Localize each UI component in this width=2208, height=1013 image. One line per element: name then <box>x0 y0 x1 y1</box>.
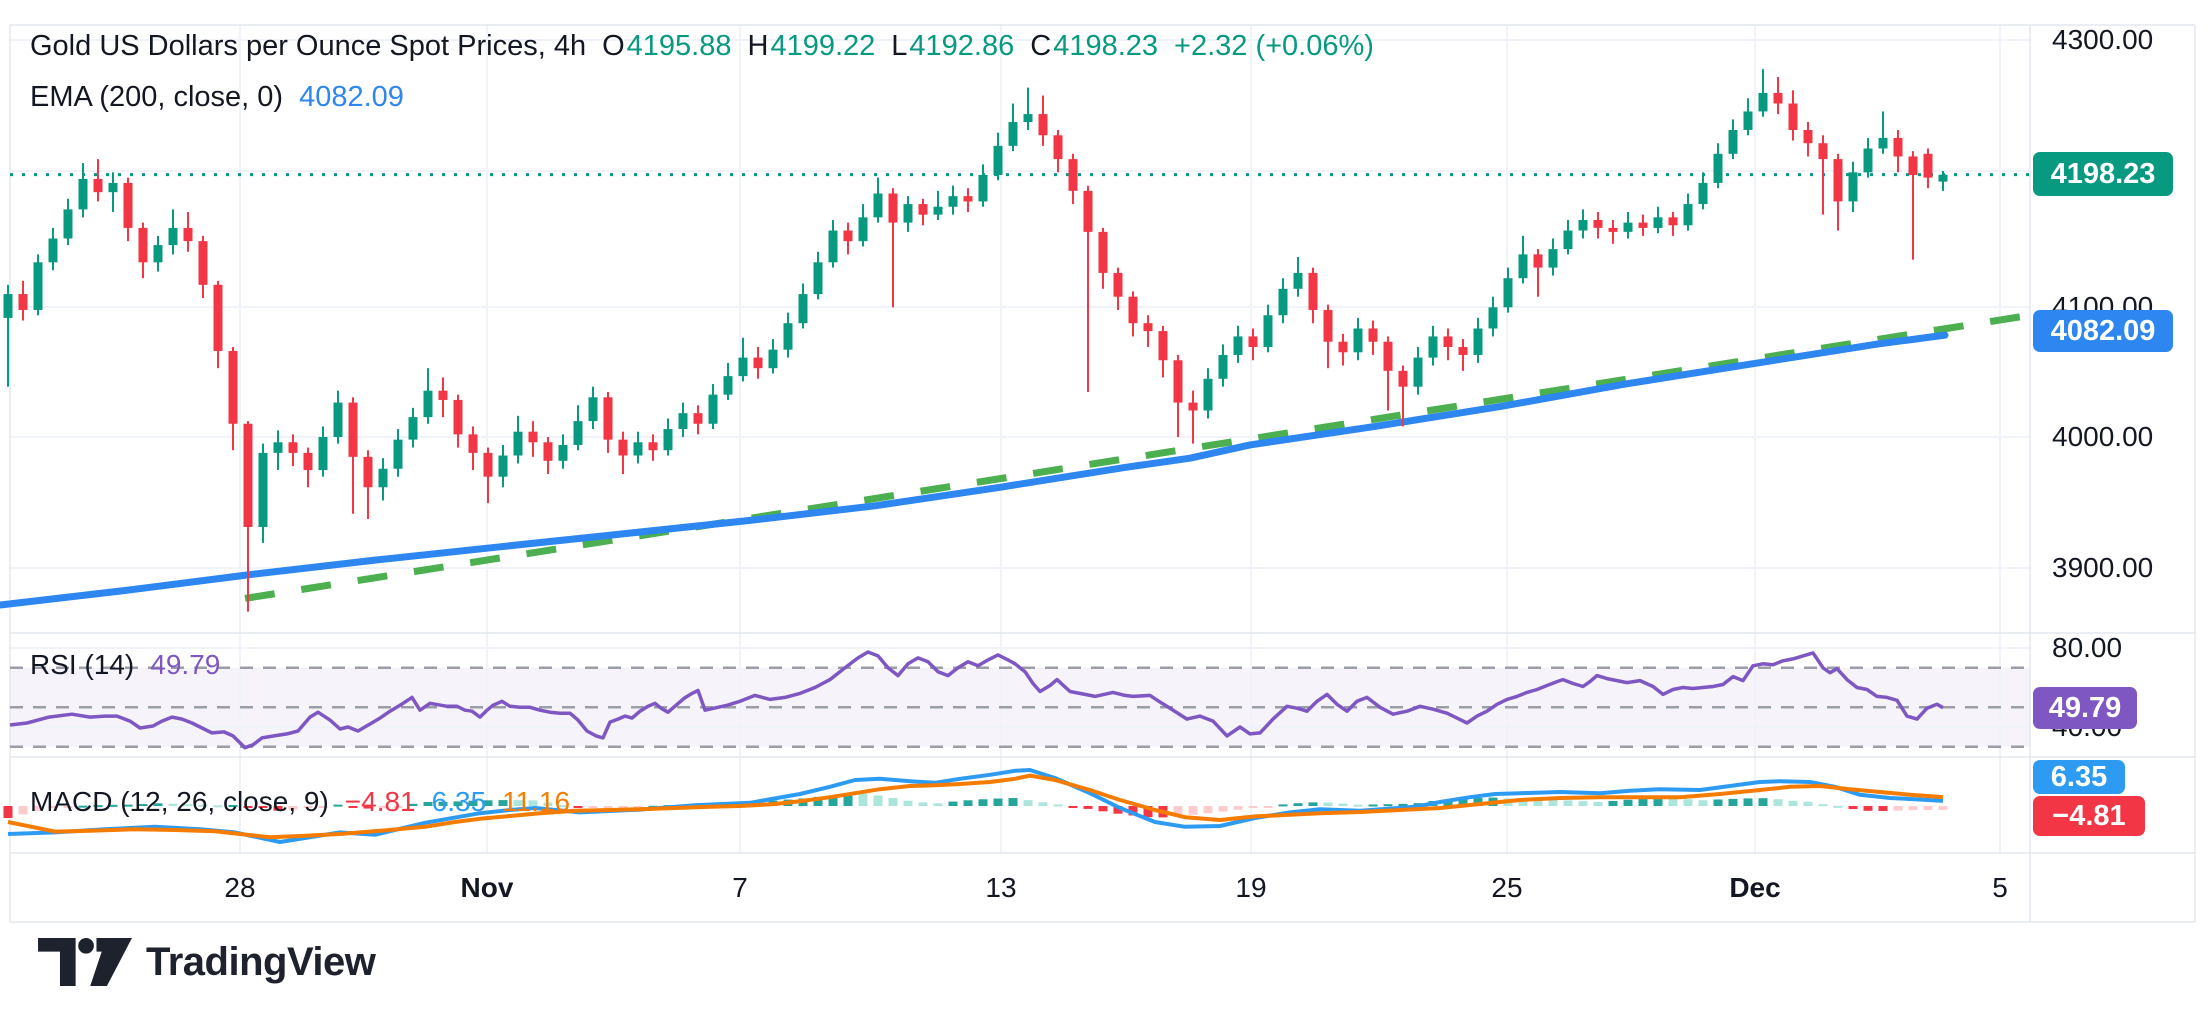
macd-label: MACD (12, 26, close, 9) <box>30 786 329 817</box>
macd-line-value: 6.35 <box>431 786 487 817</box>
axis-price-label: 4300.00 <box>2052 24 2154 55</box>
axis-time-label: Dec <box>1729 872 1781 903</box>
rsi-label: RSI (14) <box>30 649 135 680</box>
macd-signal-value: 11.16 <box>502 786 571 817</box>
tradingview-logo[interactable]: TradingView <box>38 938 376 986</box>
ema-label: EMA (200, close, 0) <box>30 81 284 113</box>
axis-time-label: 7 <box>732 872 748 903</box>
axis-time-label: 13 <box>985 872 1017 903</box>
axis-price-label: 4000.00 <box>2052 421 2154 452</box>
ema-badge: 4082.09 <box>2033 310 2173 352</box>
macd-badge: 6.35 <box>2033 760 2125 794</box>
macd-legend[interactable]: MACD (12, 26, close, 9) −4.81 6.35 11.16 <box>30 786 570 818</box>
ema-value: 4082.09 <box>299 81 404 113</box>
symbol-legend[interactable]: Gold US Dollars per Ounce Spot Prices, 4… <box>30 30 1374 63</box>
high-value: H 4199.22 <box>747 30 876 62</box>
macd-hist-value: −4.81 <box>344 786 416 817</box>
low-value: L 4192.86 <box>891 30 1015 62</box>
axis-time-label: 28 <box>224 872 256 903</box>
open-value: O 4195.88 <box>602 30 732 62</box>
tradingview-logo-icon <box>38 938 132 986</box>
rsi-legend[interactable]: RSI (14) 49.79 <box>30 649 220 681</box>
hist-badge: −4.81 <box>2033 796 2145 836</box>
axis-time-label: 5 <box>1992 872 2008 903</box>
axis-time-label: 25 <box>1491 872 1523 903</box>
axis-time-label: Nov <box>460 872 514 903</box>
axis-time-label: 19 <box>1235 872 1267 903</box>
symbol-title: Gold US Dollars per Ounce Spot Prices, 4… <box>30 30 587 62</box>
close-value: C 4198.23 <box>1030 30 1159 62</box>
ema-legend[interactable]: EMA (200, close, 0) 4082.09 <box>30 81 404 114</box>
rsi-value: 49.79 <box>150 649 221 680</box>
last-price-badge: 4198.23 <box>2033 152 2173 196</box>
rsi-badge: 49.79 <box>2033 687 2137 729</box>
tradingview-logo-text: TradingView <box>146 939 376 984</box>
change-value: +2.32 (+0.06%) <box>1174 30 1374 62</box>
axis-price-label: 80.00 <box>2052 632 2123 663</box>
axis-price-label: 3900.00 <box>2052 552 2154 583</box>
